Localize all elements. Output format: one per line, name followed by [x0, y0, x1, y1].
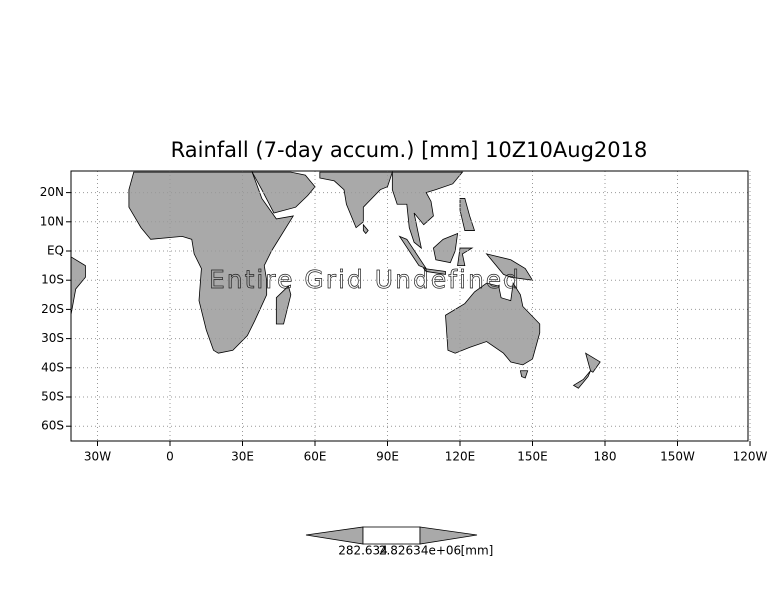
lon-label: 30E — [231, 450, 254, 464]
landmass — [485, 253, 534, 281]
colorbar-high — [419, 526, 478, 545]
lon-label: 30W — [84, 450, 111, 464]
lat-label: 30S — [41, 331, 64, 345]
landmass — [391, 171, 464, 250]
landmass — [572, 370, 591, 389]
lat-label: EQ — [47, 244, 64, 258]
lon-label: 150E — [517, 450, 548, 464]
land-layer — [70, 171, 601, 389]
colorbar-min-label: 282.634 — [338, 544, 388, 558]
landmass — [585, 352, 601, 373]
landmass — [275, 285, 292, 325]
lon-label: 150W — [660, 450, 695, 464]
landmass — [422, 267, 446, 275]
lon-label: 180 — [594, 450, 617, 464]
lat-label: 40S — [41, 360, 64, 374]
landmass — [319, 171, 393, 229]
landmass — [519, 370, 529, 379]
lat-label: 20N — [40, 185, 64, 199]
lon-label: 120W — [733, 450, 768, 464]
lat-label: 10S — [41, 273, 64, 287]
landmass — [459, 198, 476, 231]
map-title: Rainfall (7-day accum.) [mm] 10Z10Aug201… — [171, 138, 648, 162]
colorbar-box — [362, 526, 421, 545]
lon-label: 0 — [166, 450, 174, 464]
map-frame — [70, 170, 749, 442]
lon-label: 60E — [304, 450, 327, 464]
axis-labels: 20N 10N EQ 10S 20S 30S 40S 50S 60S 30W 0 30E 60E 90E 1… — [40, 185, 768, 463]
landmass — [445, 281, 541, 366]
colorbar-unit: [mm] — [461, 544, 494, 558]
lat-label: 60S — [41, 419, 64, 433]
grid-layer — [66, 171, 751, 446]
lon-label: 90E — [376, 450, 399, 464]
lat-label: 50S — [41, 390, 64, 404]
undefined-message: Entire Grid Undefined — [209, 265, 521, 294]
lon-label: 120E — [445, 450, 476, 464]
lat-label: 20S — [41, 302, 64, 316]
colorbar-max-label: 2.82634e+06 — [379, 544, 461, 558]
lat-label: 10N — [40, 214, 64, 228]
landmass — [128, 171, 295, 354]
landmass — [362, 223, 369, 235]
